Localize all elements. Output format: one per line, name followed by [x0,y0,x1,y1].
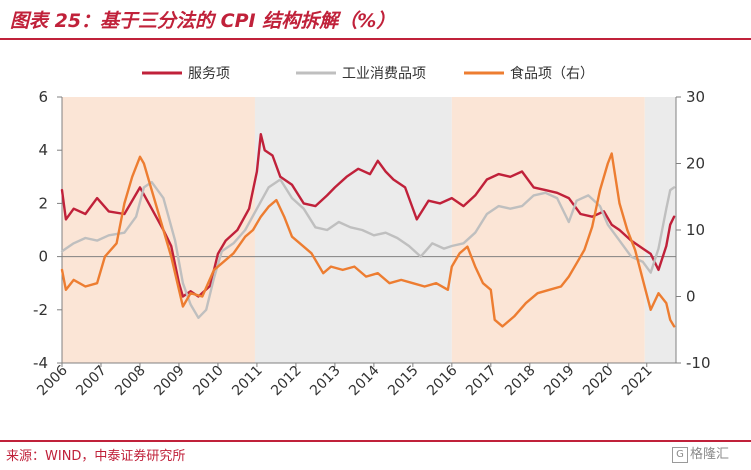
watermark-text: 格隆汇 [690,447,730,462]
shaded-period-1 [254,97,452,363]
x-tick-label: 2016 [424,362,461,399]
x-tick-label: 2013 [307,363,344,400]
title-divider [0,38,751,40]
x-tick-label: 2012 [268,363,305,400]
left-tick-label: -2 [33,301,48,319]
right-tick-label: 0 [686,288,696,306]
chart-lines [60,132,676,328]
right-tick-label: 30 [686,88,705,106]
x-tick-label: 2014 [346,362,383,399]
x-tick-label: 2020 [580,363,617,400]
watermark-logo-icon: G [672,446,688,463]
shaded-regions [62,97,676,363]
right-tick-label: 10 [686,221,705,239]
left-tick-label: 0 [38,248,48,266]
footer-divider [0,440,751,442]
x-tick-label: 2019 [541,363,578,400]
left-tick-label: 6 [38,88,48,106]
x-tick-label: 2015 [385,363,422,400]
x-tick-label: 2009 [151,363,188,400]
legend-label-1: 工业消费品项 [342,66,426,82]
right-tick-label: -10 [686,354,711,372]
legend-label-0: 服务项 [188,66,230,82]
x-tick-label: 2018 [502,363,539,400]
source-note: 来源：WIND，中泰证券研究所 [6,449,186,464]
right-tick-label: 20 [686,155,705,173]
x-tick-label: 2007 [73,363,110,400]
left-tick-label: 2 [38,194,48,212]
x-tick-label: 2010 [190,363,227,400]
x-tick-label: 2011 [229,363,266,400]
shaded-period-0 [62,97,255,363]
shaded-period-2 [451,97,645,363]
left-tick-label: -4 [33,354,48,372]
legend-label-2: 食品项（右） [510,65,594,82]
x-tick-label: 2008 [112,363,149,400]
watermark: G 格隆汇 [672,443,729,463]
chart-title: 图表 25：基于三分法的 CPI 结构拆解（%） [10,10,396,32]
series-line-0 [60,132,676,298]
chart-legend: 服务项 工业消费品项 食品项（右） [142,65,594,82]
series-line-1 [60,178,676,319]
x-tick-label: 2021 [619,363,656,400]
x-tick-label: 2017 [463,363,500,400]
series-line-2 [60,152,676,328]
left-tick-label: 4 [38,141,48,159]
